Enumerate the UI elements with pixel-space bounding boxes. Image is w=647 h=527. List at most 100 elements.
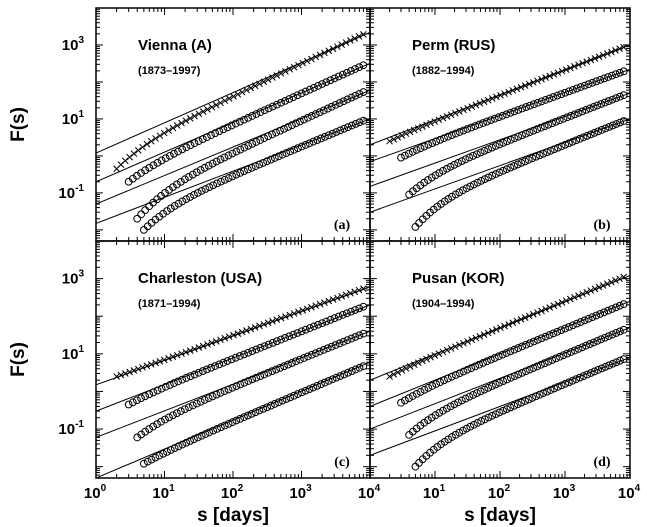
data-point (414, 125, 422, 132)
data-point (600, 333, 609, 342)
cross-stroke (204, 341, 211, 348)
data-point (410, 126, 418, 134)
panel-title: Vienna (A) (138, 37, 212, 54)
data-point (325, 297, 333, 305)
data-point (165, 127, 172, 134)
data-point (165, 354, 172, 362)
data-point (605, 123, 613, 131)
data-point (248, 139, 257, 148)
data-point (484, 413, 493, 422)
data-point (289, 93, 298, 101)
cross-stroke (558, 67, 566, 75)
data-point (587, 56, 595, 64)
data-point (488, 411, 497, 420)
cross-stroke (169, 124, 177, 132)
data-point (431, 118, 439, 125)
cross-stroke (143, 140, 151, 148)
cross-stroke (616, 45, 623, 53)
data-point (536, 123, 545, 132)
data-point (557, 381, 566, 390)
data-point (574, 108, 583, 117)
data-point (351, 365, 360, 374)
data-point (439, 348, 447, 356)
data-point (394, 134, 402, 141)
data-point (190, 435, 198, 444)
data-point (316, 300, 324, 308)
data-point (151, 453, 160, 462)
data-point (612, 94, 621, 103)
data-point (182, 348, 190, 356)
data-point (559, 351, 568, 360)
data-point (359, 362, 368, 371)
data-point (301, 325, 310, 334)
series-2 (397, 67, 628, 162)
data-point (423, 121, 430, 129)
data-point (460, 106, 467, 114)
data-point (612, 120, 621, 128)
cross-stroke (182, 348, 190, 356)
data-point (322, 317, 331, 326)
data-point (130, 367, 138, 374)
cross-stroke (394, 369, 402, 376)
data-point (390, 371, 398, 378)
cross-stroke (427, 119, 434, 127)
data-point (330, 74, 339, 83)
data-point (451, 109, 459, 117)
series-4 (139, 116, 368, 234)
cross-stroke (620, 273, 628, 281)
data-point (578, 343, 587, 352)
data-point (190, 190, 198, 199)
data-point (544, 357, 553, 366)
data-point (587, 287, 595, 294)
data-point (256, 108, 265, 117)
data-point (174, 442, 183, 451)
data-point (509, 319, 517, 327)
cross-stroke (591, 285, 599, 293)
cross-stroke (460, 339, 467, 347)
data-point (133, 396, 141, 405)
cross-stroke (139, 364, 146, 371)
data-point (355, 286, 363, 294)
data-point (289, 330, 298, 339)
cross-stroke (571, 63, 578, 70)
cross-stroke (156, 357, 164, 365)
data-point (174, 199, 183, 208)
data-point (484, 329, 492, 337)
data-point (490, 114, 499, 123)
x-tick-label: 104 (358, 483, 381, 502)
data-point (386, 137, 393, 145)
cross-stroke (160, 129, 168, 137)
data-point (567, 111, 575, 120)
data-point (619, 355, 628, 364)
cross-stroke (525, 80, 533, 88)
data-point (267, 155, 275, 164)
cross-stroke (139, 143, 146, 151)
data-point (231, 353, 240, 362)
cross-stroke (534, 309, 541, 316)
data-point (232, 382, 241, 390)
cross-stroke (402, 365, 410, 372)
data-point (347, 37, 354, 44)
cross-stroke (439, 114, 447, 122)
data-point (506, 163, 515, 172)
data-point (545, 331, 554, 339)
data-point (139, 364, 146, 371)
data-point (190, 370, 199, 379)
cross-stroke (199, 108, 207, 115)
data-point (499, 377, 508, 385)
cross-stroke (130, 150, 138, 158)
data-point (612, 47, 619, 54)
data-point (472, 334, 480, 342)
cross-stroke (509, 87, 517, 94)
data-point (554, 383, 562, 391)
data-point (394, 369, 402, 376)
data-point (480, 415, 489, 424)
data-point (601, 362, 610, 371)
data-point (546, 386, 555, 394)
data-point (255, 160, 264, 169)
data-point (236, 169, 245, 177)
data-point (498, 111, 507, 120)
data-point (321, 299, 328, 306)
data-point (443, 132, 452, 141)
data-point (174, 147, 182, 156)
